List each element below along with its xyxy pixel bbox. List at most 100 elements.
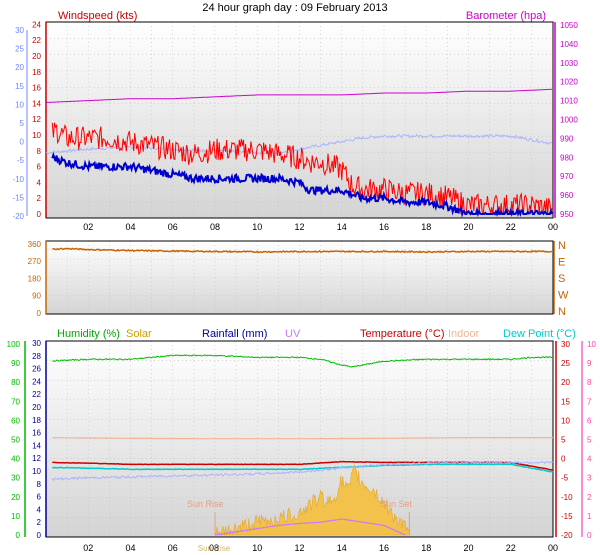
wind-tick-label: 0 bbox=[37, 210, 42, 219]
rain-tick-label: 4 bbox=[37, 505, 42, 514]
x-tick-label: 16 bbox=[379, 222, 389, 232]
direction-tick-label: 270 bbox=[28, 257, 42, 266]
wind-secondary-tick-label: 30 bbox=[15, 26, 24, 35]
windspeed-label: Windspeed (kts) bbox=[58, 10, 137, 22]
x-tick-label: 02 bbox=[83, 222, 93, 232]
humidity-label: Humidity (%) bbox=[57, 328, 120, 340]
direction-tick-label: 0 bbox=[37, 309, 42, 318]
wind-tick-label: 16 bbox=[32, 84, 41, 93]
series-lightblue bbox=[45, 133, 552, 156]
x-tick-label: 12 bbox=[294, 222, 304, 232]
x-tick-label: 12 bbox=[294, 543, 304, 553]
wind-secondary-tick-label: 10 bbox=[15, 100, 24, 109]
uv-tick-label: 9 bbox=[587, 359, 592, 368]
rain-tick-label: 8 bbox=[37, 480, 42, 489]
x-tick-label: 06 bbox=[168, 543, 178, 553]
rain-tick-label: 2 bbox=[37, 518, 42, 527]
temp-tick-label: -5 bbox=[561, 474, 569, 483]
temp-panel-series bbox=[51, 354, 554, 537]
x-tick-label: 08 bbox=[209, 543, 219, 553]
wind-tick-label: 6 bbox=[37, 163, 42, 172]
rain-tick-label: 16 bbox=[32, 429, 41, 438]
x-tick-label: 10 bbox=[252, 543, 262, 553]
uv-tick-label: 8 bbox=[587, 378, 592, 387]
rainfall-label: Rainfall (mm) bbox=[202, 328, 267, 340]
wind-secondary-tick-label: -10 bbox=[12, 175, 24, 184]
wind-secondary-tick-label: 20 bbox=[15, 63, 24, 72]
graph-title: 24 hour graph day : 09 February 2013 bbox=[202, 2, 387, 14]
wind-panel-series bbox=[45, 88, 553, 218]
temp-tick-label: 20 bbox=[561, 378, 570, 387]
direction-tick-label: 90 bbox=[32, 292, 41, 301]
baro-tick-label: 950 bbox=[560, 210, 574, 219]
series-gust bbox=[51, 151, 553, 218]
uv-tick-label: 2 bbox=[587, 493, 592, 502]
x-tick-label: 14 bbox=[337, 222, 347, 232]
sun-rise-tick-label: Sun Rise bbox=[198, 544, 231, 553]
uv-tick-label: 6 bbox=[587, 416, 592, 425]
wind-tick-label: 12 bbox=[32, 115, 41, 124]
sun-set-annotation: Sun Set bbox=[380, 499, 413, 509]
rain-tick-label: 28 bbox=[32, 352, 41, 361]
x-tick-label: 06 bbox=[168, 222, 178, 232]
rain-tick-label: 24 bbox=[32, 377, 41, 386]
baro-tick-label: 1010 bbox=[560, 97, 578, 106]
humidity-tick-label: 80 bbox=[11, 378, 20, 387]
baro-tick-label: 980 bbox=[560, 153, 574, 162]
temp-tick-label: -15 bbox=[561, 512, 573, 521]
uv-tick-label: 4 bbox=[587, 455, 592, 464]
x-tick-label: 18 bbox=[421, 543, 431, 553]
direction-compass-label: N bbox=[558, 306, 566, 318]
temp-tick-label: 25 bbox=[561, 359, 570, 368]
indoor-label: Indoor bbox=[448, 328, 480, 340]
rain-tick-label: 10 bbox=[32, 467, 41, 476]
barometer-label: Barometer (hpa) bbox=[466, 10, 546, 22]
baro-tick-label: 970 bbox=[560, 172, 574, 181]
series-lightblue bbox=[51, 460, 554, 482]
wind-tick-label: 18 bbox=[32, 68, 41, 77]
wind-baro-panel: 02 04 06 08 10 12 14 16 18 20 22 000246810121416182… bbox=[12, 10, 578, 232]
series-humidity bbox=[52, 354, 554, 368]
humidity-tick-label: 70 bbox=[11, 397, 20, 406]
x-tick-label: 00 bbox=[548, 543, 558, 553]
temp-panel-grid bbox=[46, 341, 553, 537]
direction-compass-label: E bbox=[558, 257, 565, 269]
direction-panel-grid bbox=[46, 241, 553, 314]
humidity-tick-label: 90 bbox=[11, 359, 20, 368]
humidity-tick-label: 50 bbox=[11, 436, 20, 445]
wind-secondary-tick-label: -20 bbox=[12, 212, 24, 221]
wind-tick-label: 8 bbox=[37, 147, 42, 156]
baro-tick-label: 1030 bbox=[560, 59, 578, 68]
humidity-tick-label: 30 bbox=[11, 474, 20, 483]
x-tick-label: 00 bbox=[548, 222, 558, 232]
humidity-tick-label: 0 bbox=[16, 531, 21, 540]
direction-tick-label: 360 bbox=[28, 240, 42, 249]
x-tick-label: 04 bbox=[125, 543, 135, 553]
x-tick-label: 22 bbox=[506, 222, 516, 232]
rain-tick-label: 0 bbox=[37, 531, 42, 540]
temp-tick-label: 10 bbox=[561, 416, 570, 425]
humidity-tick-label: 10 bbox=[11, 512, 20, 521]
uv-tick-label: 5 bbox=[587, 436, 592, 445]
baro-tick-label: 990 bbox=[560, 134, 574, 143]
sun-rise-annotation: Sun Rise bbox=[187, 499, 224, 509]
rain-tick-label: 12 bbox=[32, 454, 41, 463]
direction-tick-label: 180 bbox=[28, 274, 42, 283]
uv-tick-label: 10 bbox=[587, 340, 596, 349]
direction-compass-label: N bbox=[558, 240, 566, 252]
temp-tick-label: 5 bbox=[561, 436, 566, 445]
series-uv bbox=[214, 518, 406, 536]
x-tick-label: 14 bbox=[337, 543, 347, 553]
rain-tick-label: 18 bbox=[32, 416, 41, 425]
humidity-tick-label: 40 bbox=[11, 455, 20, 464]
series-direction bbox=[52, 247, 552, 254]
wind-tick-label: 20 bbox=[32, 52, 41, 61]
dewpoint-label: Dew Point (°C) bbox=[503, 328, 576, 340]
baro-tick-label: 1000 bbox=[560, 116, 578, 125]
direction-panel-series bbox=[52, 247, 552, 254]
x-tick-label: 04 bbox=[125, 222, 135, 232]
x-tick-label: 02 bbox=[83, 543, 93, 553]
